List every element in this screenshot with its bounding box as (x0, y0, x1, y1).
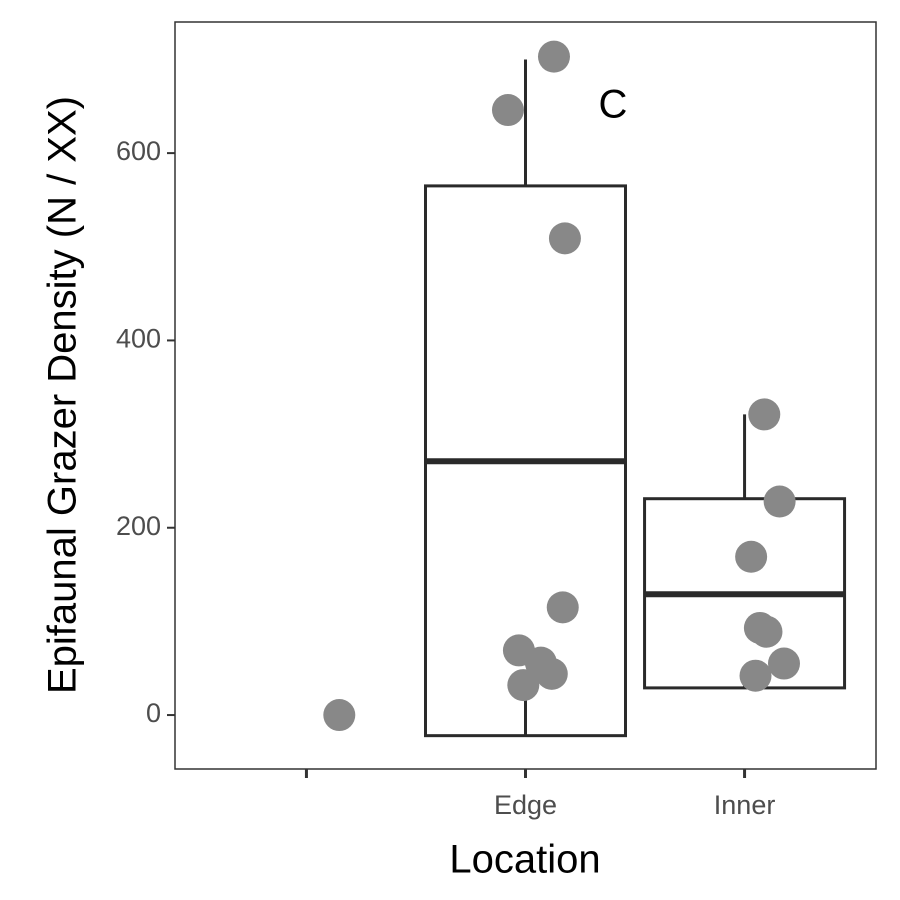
y-axis-title: Epifaunal Grazer Density (N / XX) (41, 96, 85, 694)
y-tick-label: 400 (116, 324, 161, 354)
x-tick-label: Edge (494, 790, 557, 820)
point (507, 669, 540, 702)
point (535, 657, 568, 690)
point (548, 222, 581, 255)
y-tick-label: 200 (116, 511, 161, 541)
point (491, 94, 524, 127)
point (767, 647, 800, 680)
x-tick-label: Inner (714, 790, 776, 820)
y-tick-label: 600 (116, 136, 161, 166)
point (735, 540, 768, 573)
point (546, 591, 579, 624)
point (763, 485, 796, 518)
y-tick-label: 0 (146, 698, 161, 728)
point (748, 398, 781, 431)
point (750, 615, 783, 648)
annotation: C (599, 83, 628, 127)
point (537, 40, 570, 73)
point (739, 659, 772, 692)
point (323, 699, 356, 732)
x-axis-title: Location (449, 838, 600, 882)
